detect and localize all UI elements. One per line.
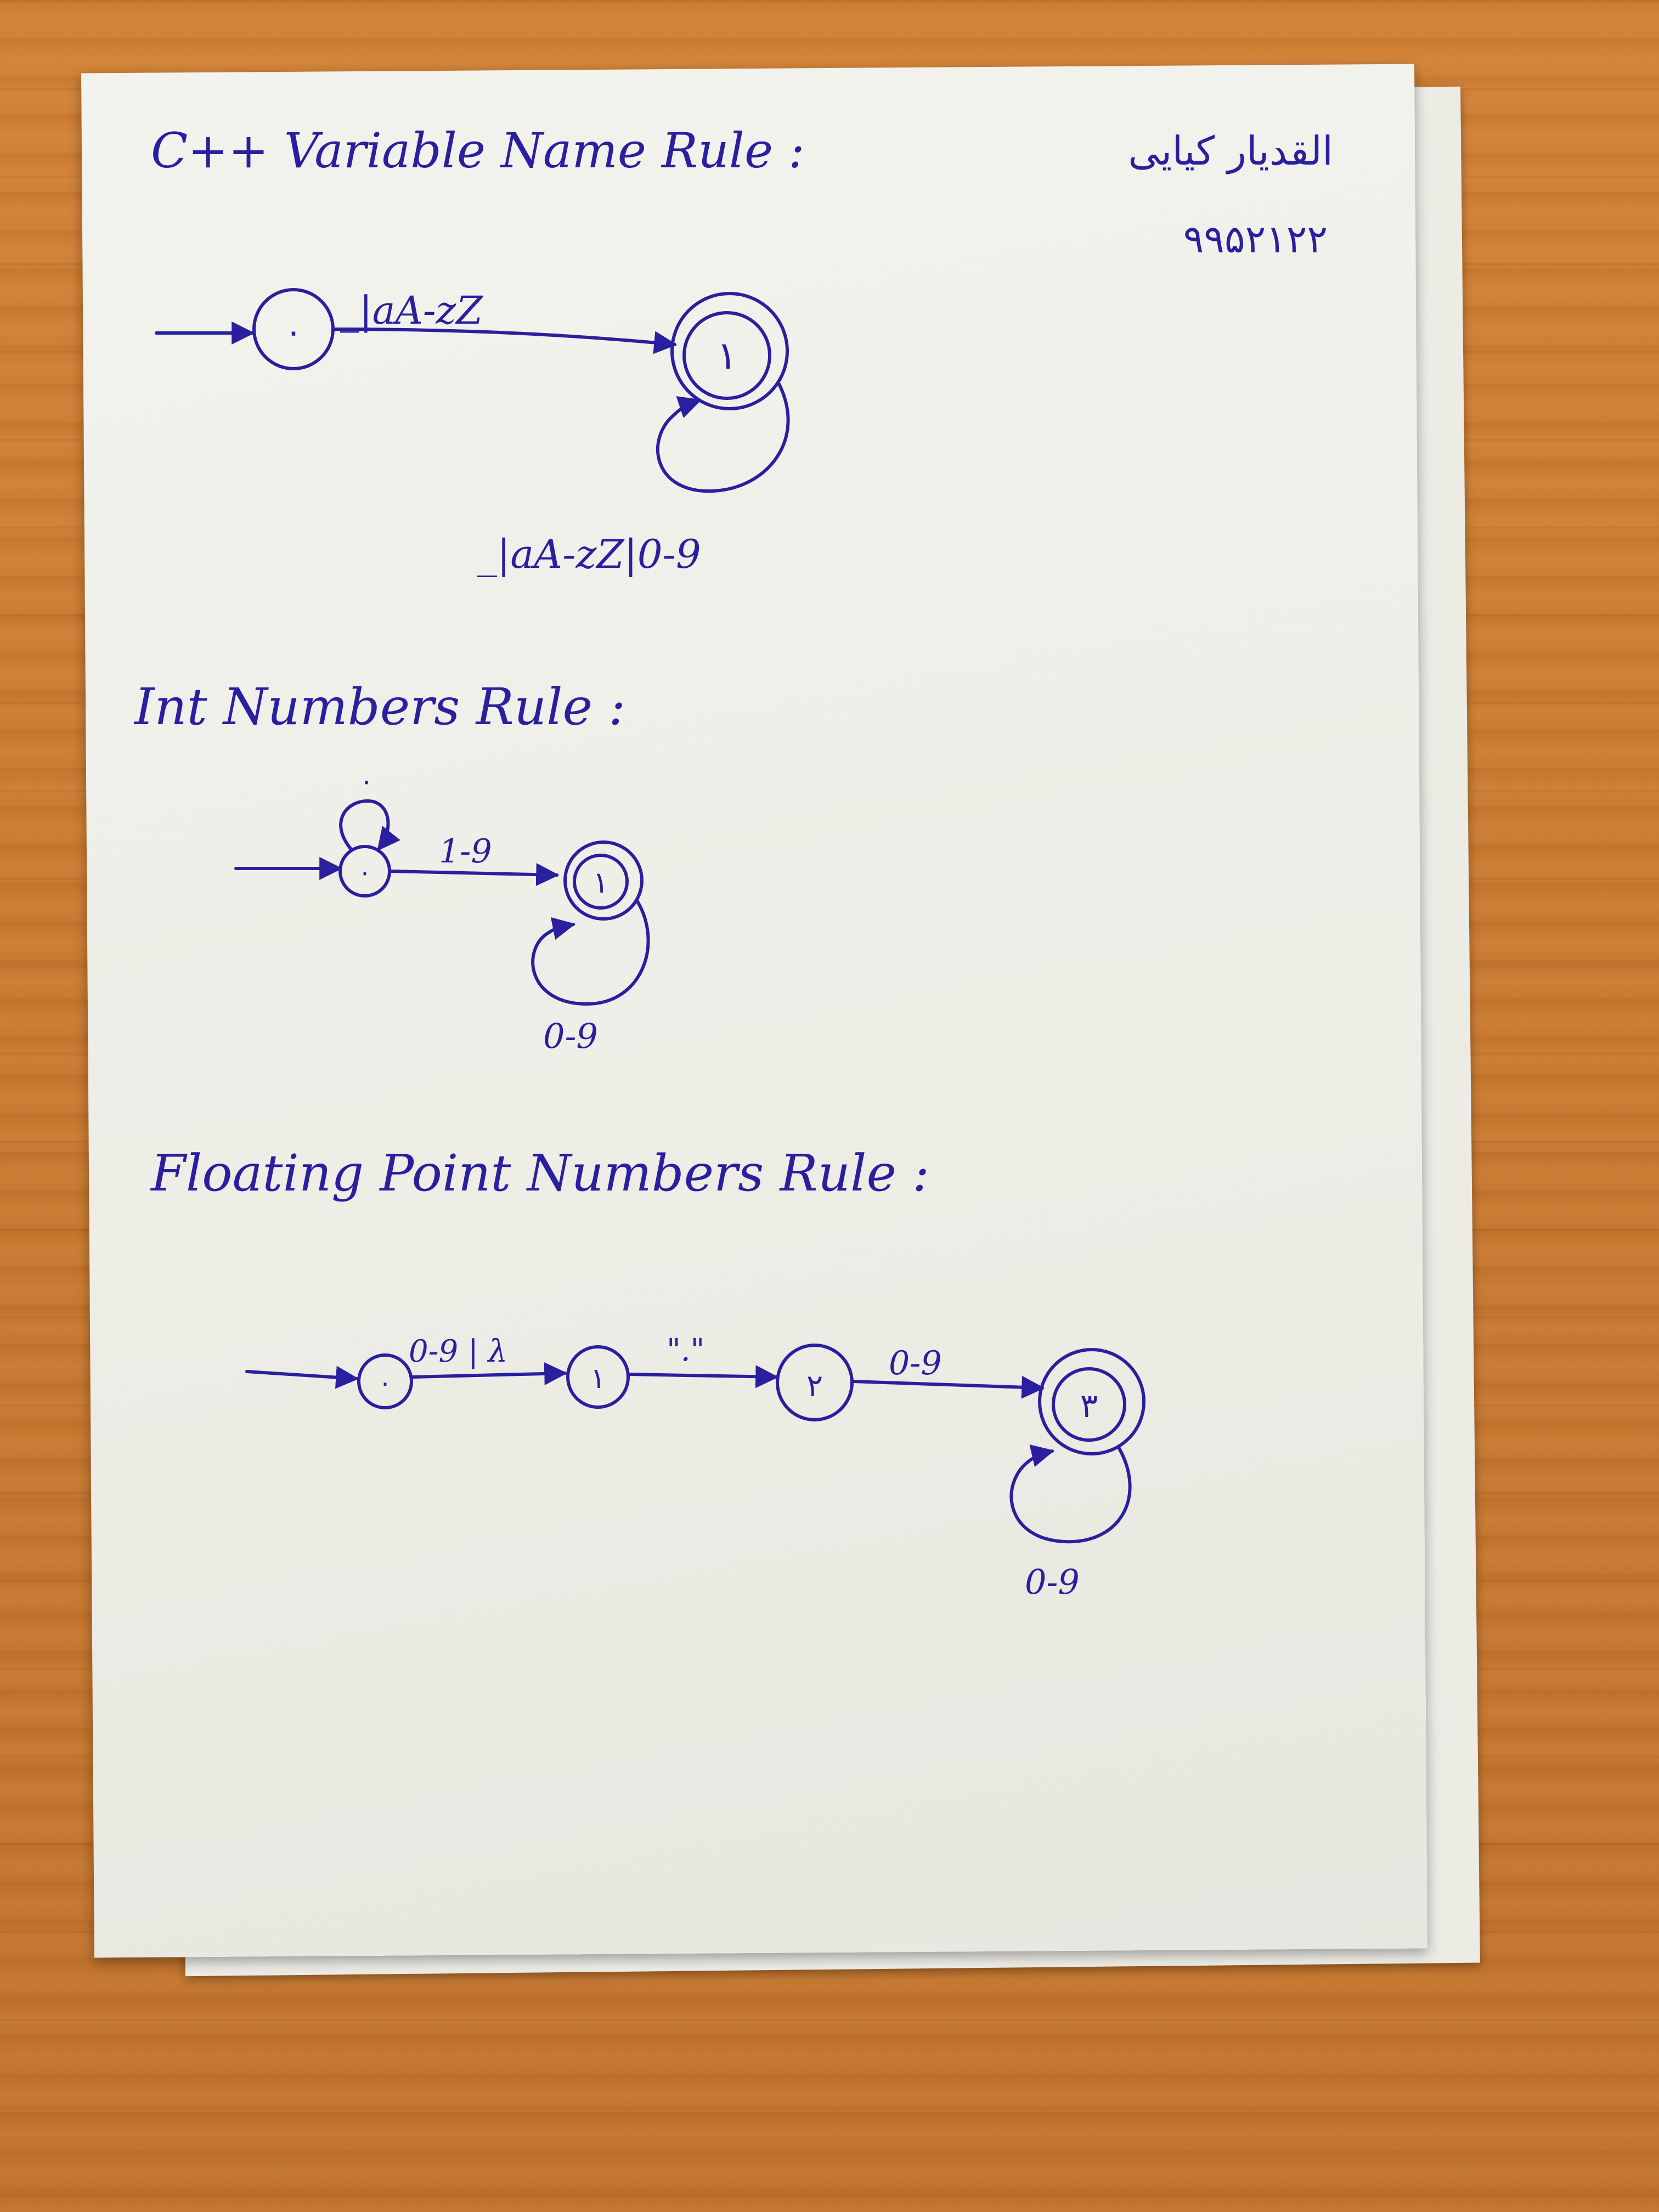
student-id: ۹۹۵۲۱۲۲ [1183,217,1328,262]
state-1-label: ۱ [592,865,608,900]
transition-1-2 [628,1365,779,1389]
state-0-label: ۰ [379,1368,392,1397]
transition-1-2-label: "." [667,1333,704,1368]
state-1-accept-outer [670,292,789,410]
section-1-title: C++ Variable Name Rule : [151,122,805,179]
state-1-accept-inner [573,854,629,910]
state-1-accept-outer [563,840,644,921]
section-2-title: Int Numbers Rule : [133,678,625,736]
transition-0-1-label: 1-9 [439,832,492,871]
transition-0-1 [389,863,560,887]
state-3-accept-outer [1038,1348,1146,1455]
transition-2-3 [851,1375,1045,1399]
section-3-automaton: ۰ 0-9 | λ ۱ "." ۲ 0-9 ۳ 0-9 [245,1333,1146,1602]
self-loop-3 [1009,1444,1132,1544]
transition-0-1 [331,328,678,354]
state-0-label: ۰ [358,859,371,887]
section-3-title: Floating Point Numbers Rule : [150,1144,929,1203]
state-0-label: ۰ [285,313,302,351]
section-1-automaton: ۰ _|aA-zZ ۱ _|aA-zZ|0-9 [155,288,790,577]
transition-0-1 [411,1362,568,1385]
self-loop-0 [339,799,400,851]
transition-2-3-label: 0-9 [889,1344,942,1383]
state-1 [566,1345,630,1409]
state-2-label: ۲ [806,1368,823,1404]
state-1-label: ۱ [716,333,737,378]
section-2-automaton: ۰ ۰ 1-9 ۱ 0-9 [234,766,650,1056]
self-loop-1 [531,898,650,1006]
state-0 [357,1353,413,1409]
state-1-accept-inner [682,311,771,400]
transition-0-1-label: 0-9 | λ [409,1334,507,1369]
self-loop-3-label: 0-9 [1025,1562,1080,1602]
transition-0-1-label: _|aA-zZ [340,288,483,333]
self-loop-1-label: _|aA-zZ|0-9 [477,531,701,577]
state-1-label: ۱ [590,1362,606,1395]
state-3-accept-inner [1052,1367,1126,1442]
self-loop-1 [656,382,790,493]
author-name: القدیار کیایی [1128,128,1333,174]
state-3-label: ۳ [1080,1387,1098,1425]
start-arrow [245,1365,359,1389]
self-loop-1-label: 0-9 [543,1016,598,1056]
self-loop-0-label: ۰ [359,766,374,797]
